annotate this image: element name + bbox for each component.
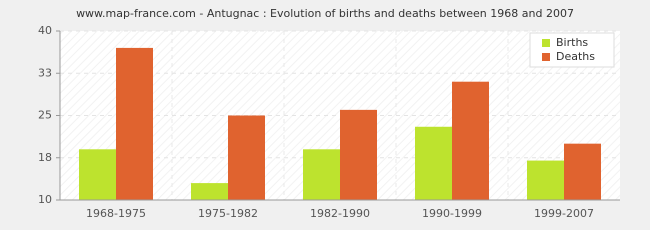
bar xyxy=(564,143,601,200)
bar xyxy=(79,149,116,200)
y-tick-label: 10 xyxy=(38,193,52,206)
legend-box xyxy=(529,32,615,68)
legend-swatch xyxy=(542,53,550,61)
x-tick-label: 1999-2007 xyxy=(534,207,594,220)
legend-swatch xyxy=(542,39,550,47)
bar xyxy=(303,149,340,200)
bar xyxy=(452,81,489,200)
legend-label: Deaths xyxy=(556,50,595,63)
bar xyxy=(228,115,265,200)
legend-label: Births xyxy=(556,36,588,49)
y-tick-label: 33 xyxy=(38,66,52,79)
bar xyxy=(415,126,452,200)
bar xyxy=(191,183,228,200)
x-tick-label: 1968-1975 xyxy=(86,207,146,220)
chart-title: www.map-france.com - Antugnac : Evolutio… xyxy=(76,7,574,20)
y-tick-label: 25 xyxy=(38,109,52,122)
bar xyxy=(527,160,564,200)
y-tick-label: 18 xyxy=(38,151,52,164)
x-tick-label: 1990-1999 xyxy=(422,207,482,220)
chart: www.map-france.com - Antugnac : Evolutio… xyxy=(0,0,650,230)
y-tick-label: 40 xyxy=(38,24,52,37)
x-tick-label: 1975-1982 xyxy=(198,207,258,220)
bar xyxy=(116,47,153,201)
bar xyxy=(340,109,377,200)
x-tick-label: 1982-1990 xyxy=(310,207,370,220)
